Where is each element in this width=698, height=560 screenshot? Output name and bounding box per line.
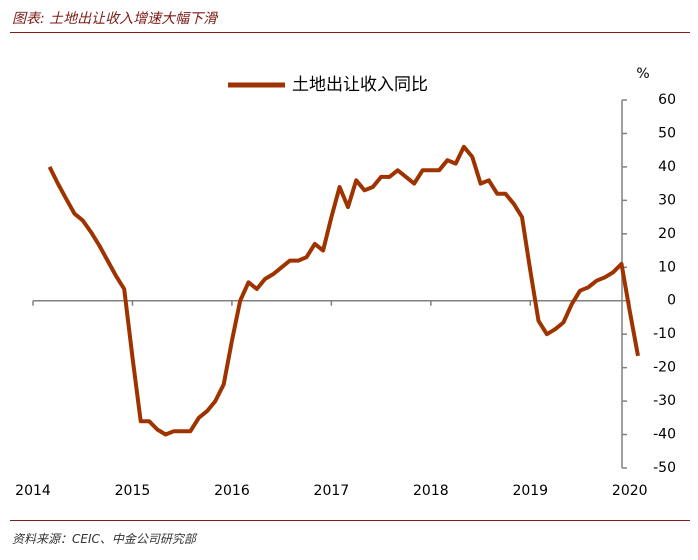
- title-rule: [10, 32, 690, 33]
- y-tick-label: 40: [658, 159, 676, 175]
- chart: -50 -40 -30 -20 -10 0 10 20 30 40 50 60% 2014 2015 201…: [15, 66, 676, 499]
- y-tick-label: 50: [658, 125, 676, 141]
- y-tick-label: -50: [653, 460, 676, 476]
- y-tick-label: -30: [653, 393, 676, 409]
- x-tick-label: 2014: [15, 483, 51, 499]
- x-tick-label: 2016: [214, 483, 250, 499]
- y-tick-label: 20: [658, 226, 676, 242]
- y-tick-label: -20: [653, 360, 676, 376]
- y-tick-label: -10: [653, 326, 676, 342]
- source-note: 资料来源：CEIC、中金公司研究部: [12, 532, 196, 546]
- figure-title: 图表: 土地出让收入增速大幅下滑: [12, 11, 218, 27]
- x-tick-label: 2020: [612, 483, 648, 499]
- y-unit: %: [636, 66, 649, 82]
- y-tick-label: 10: [658, 259, 676, 275]
- x-tick-label: 2019: [512, 483, 548, 499]
- x-tick-label: 2015: [115, 483, 151, 499]
- y-tick-label: -40: [653, 427, 676, 443]
- data-line: [47, 144, 640, 437]
- x-tick-label: 2018: [413, 483, 449, 499]
- y-tick-label: 30: [658, 192, 676, 208]
- legend-label: 土地出让收入同比: [292, 75, 428, 95]
- y-tick-label: 60: [658, 92, 676, 108]
- y-tick-label: 0: [667, 293, 676, 309]
- footer-rule: [10, 520, 690, 521]
- x-tick-label: 2017: [314, 483, 350, 499]
